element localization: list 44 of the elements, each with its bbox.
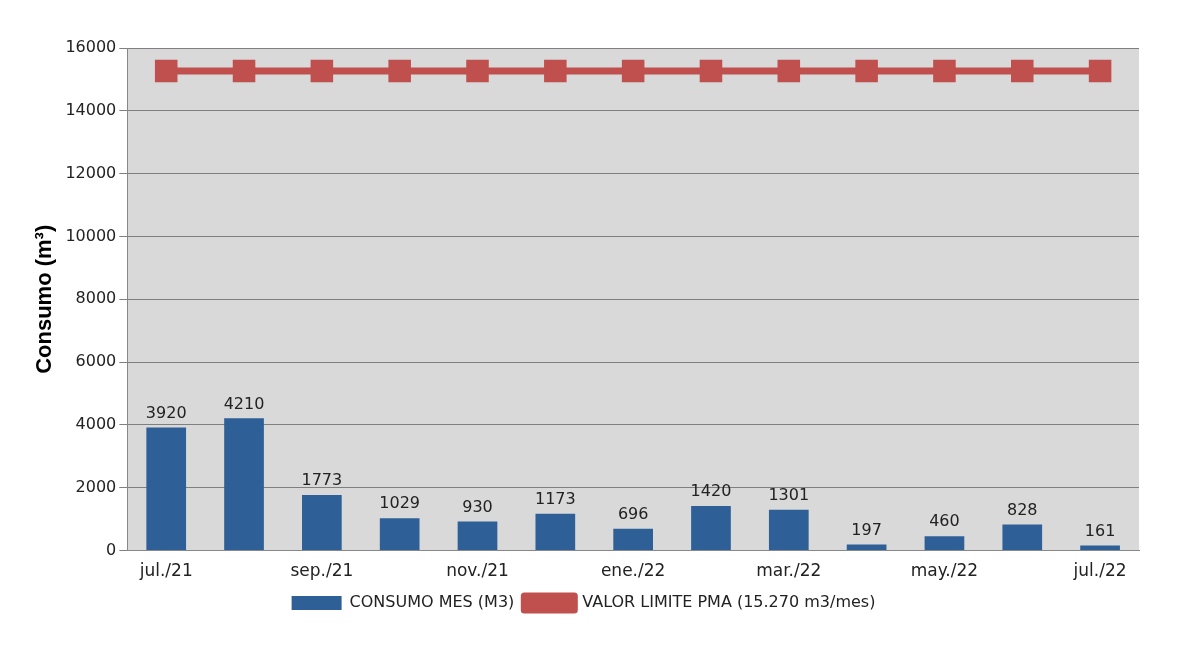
bar xyxy=(379,518,420,551)
y-tick-label: 4000 xyxy=(75,414,117,434)
data-label: 3920 xyxy=(145,402,187,422)
data-label: 696 xyxy=(617,503,649,523)
y-tick-label: 6000 xyxy=(75,351,117,371)
legend-label: VALOR LIMITE PMA (15.270 m3/mes) xyxy=(582,592,876,612)
x-tick-label: ene./22 xyxy=(600,560,666,581)
y-tick-label: 12000 xyxy=(65,162,117,182)
bar xyxy=(1002,524,1043,551)
bar xyxy=(457,521,498,551)
y-tick-label: 8000 xyxy=(75,288,117,308)
x-tick-label: may./22 xyxy=(910,560,979,581)
y-tick-label: 10000 xyxy=(65,225,117,245)
data-label: 4210 xyxy=(223,393,265,413)
y-tick-label: 14000 xyxy=(65,99,117,119)
x-tick-label: mar./22 xyxy=(756,560,822,581)
data-label: 1420 xyxy=(690,481,732,501)
y-tick-label: 16000 xyxy=(65,37,117,57)
data-label: 197 xyxy=(851,519,882,539)
bar xyxy=(691,505,731,551)
bar xyxy=(224,418,264,551)
data-label: 930 xyxy=(462,496,493,516)
x-tick-label: jul./22 xyxy=(1072,560,1127,581)
x-tick-label: nov./21 xyxy=(446,560,509,581)
bar xyxy=(768,509,809,551)
bar xyxy=(924,536,965,551)
data-label: 1773 xyxy=(301,470,343,490)
data-label: 1029 xyxy=(379,493,421,513)
bar xyxy=(535,513,576,551)
data-label: 460 xyxy=(929,511,960,531)
y-tick-label: 0 xyxy=(106,539,117,559)
y-tick-label: 2000 xyxy=(75,476,117,496)
data-label: 1301 xyxy=(768,484,810,504)
x-tick-label: sep./21 xyxy=(290,560,354,581)
bar xyxy=(613,528,653,551)
bar xyxy=(302,494,342,551)
data-label: 1173 xyxy=(534,488,576,508)
data-label: 161 xyxy=(1084,520,1116,540)
data-label: 828 xyxy=(1006,499,1038,519)
legend-label: CONSUMO MES (M3) xyxy=(349,592,515,612)
bar xyxy=(846,544,887,551)
y-axis-title: Consumo (m³) xyxy=(31,224,57,374)
bar xyxy=(146,427,187,551)
x-tick-label: jul./21 xyxy=(138,560,193,581)
